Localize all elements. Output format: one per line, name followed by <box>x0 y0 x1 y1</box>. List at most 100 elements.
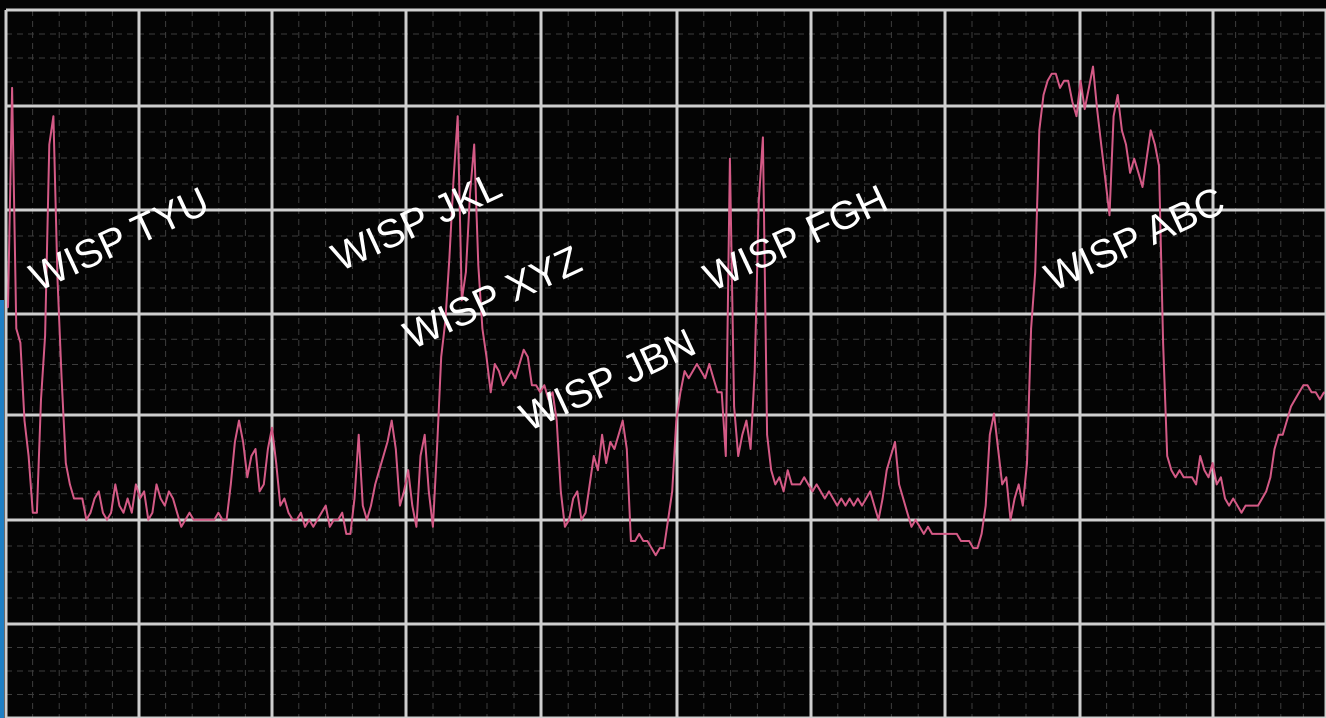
data-point <box>267 448 269 450</box>
data-point <box>572 498 574 500</box>
data-point <box>564 526 566 528</box>
data-point <box>230 484 232 486</box>
data-point <box>638 533 640 535</box>
data-point <box>263 484 265 486</box>
data-point <box>181 526 183 528</box>
data-point <box>242 441 244 443</box>
data-point <box>465 271 467 273</box>
data-point <box>189 512 191 514</box>
data-point <box>585 512 587 514</box>
data-point <box>956 533 958 535</box>
data-point <box>1055 73 1057 75</box>
data-point <box>1282 434 1284 436</box>
data-point <box>849 498 851 500</box>
data-point <box>119 505 121 507</box>
data-point <box>717 392 719 394</box>
data-point <box>531 384 533 386</box>
data-point <box>127 498 129 500</box>
data-point <box>1150 130 1152 132</box>
data-point <box>1199 455 1201 457</box>
data-point <box>1265 491 1267 493</box>
data-point <box>898 484 900 486</box>
data-point <box>176 512 178 514</box>
data-point <box>94 498 96 500</box>
data-point <box>845 505 847 507</box>
data-point <box>185 519 187 521</box>
data-point <box>440 356 442 358</box>
data-point <box>11 87 13 89</box>
data-point <box>395 448 397 450</box>
left-edge-accent <box>0 300 4 718</box>
data-point <box>667 519 669 521</box>
data-point <box>53 115 55 117</box>
data-point <box>630 540 632 542</box>
data-point <box>82 498 84 500</box>
data-point <box>271 427 273 429</box>
data-point <box>1105 179 1107 181</box>
data-point <box>1084 108 1086 110</box>
data-point <box>226 519 228 521</box>
data-point <box>523 349 525 351</box>
data-point <box>1307 384 1309 386</box>
data-point <box>1043 94 1045 96</box>
data-point <box>280 505 282 507</box>
data-point <box>1113 115 1115 117</box>
data-point <box>1121 130 1123 132</box>
data-point <box>1261 498 1263 500</box>
data-point <box>511 370 513 372</box>
data-point <box>1125 144 1127 146</box>
data-point <box>288 512 290 514</box>
data-point <box>1323 392 1325 394</box>
data-point <box>1010 519 1012 521</box>
data-point <box>964 540 966 542</box>
data-point <box>201 519 203 521</box>
data-point <box>73 498 75 500</box>
data-point <box>861 505 863 507</box>
data-point <box>1249 505 1251 507</box>
data-point <box>7 307 9 309</box>
data-point <box>366 519 368 521</box>
data-point <box>836 505 838 507</box>
data-point <box>803 477 805 479</box>
data-point <box>981 533 983 535</box>
data-point <box>90 512 92 514</box>
data-point <box>218 512 220 514</box>
data-point <box>300 512 302 514</box>
data-point <box>993 413 995 415</box>
data-point <box>605 462 607 464</box>
data-point <box>1237 505 1239 507</box>
data-point <box>1146 158 1148 160</box>
data-point <box>1100 144 1102 146</box>
data-point <box>589 484 591 486</box>
data-point <box>1216 484 1218 486</box>
data-point <box>296 519 298 521</box>
data-point <box>915 519 917 521</box>
data-point <box>86 519 88 521</box>
data-point <box>601 434 603 436</box>
data-point <box>308 519 310 521</box>
data-point <box>1092 66 1094 68</box>
data-point <box>560 491 562 493</box>
data-point <box>1245 505 1247 507</box>
data-point <box>1051 73 1053 75</box>
data-point <box>40 399 42 401</box>
data-point <box>758 200 760 202</box>
data-point <box>597 469 599 471</box>
data-point <box>783 491 785 493</box>
data-point <box>952 533 954 535</box>
data-point <box>935 533 937 535</box>
data-point <box>692 370 694 372</box>
data-point <box>304 526 306 528</box>
data-point <box>944 533 946 535</box>
data-point <box>1270 477 1272 479</box>
data-point <box>688 377 690 379</box>
data-point <box>593 455 595 457</box>
data-point <box>436 448 438 450</box>
data-point <box>498 370 500 372</box>
data-point <box>1026 462 1028 464</box>
data-point <box>1171 469 1173 471</box>
data-point <box>865 498 867 500</box>
data-point <box>878 519 880 521</box>
data-point <box>1076 115 1078 117</box>
